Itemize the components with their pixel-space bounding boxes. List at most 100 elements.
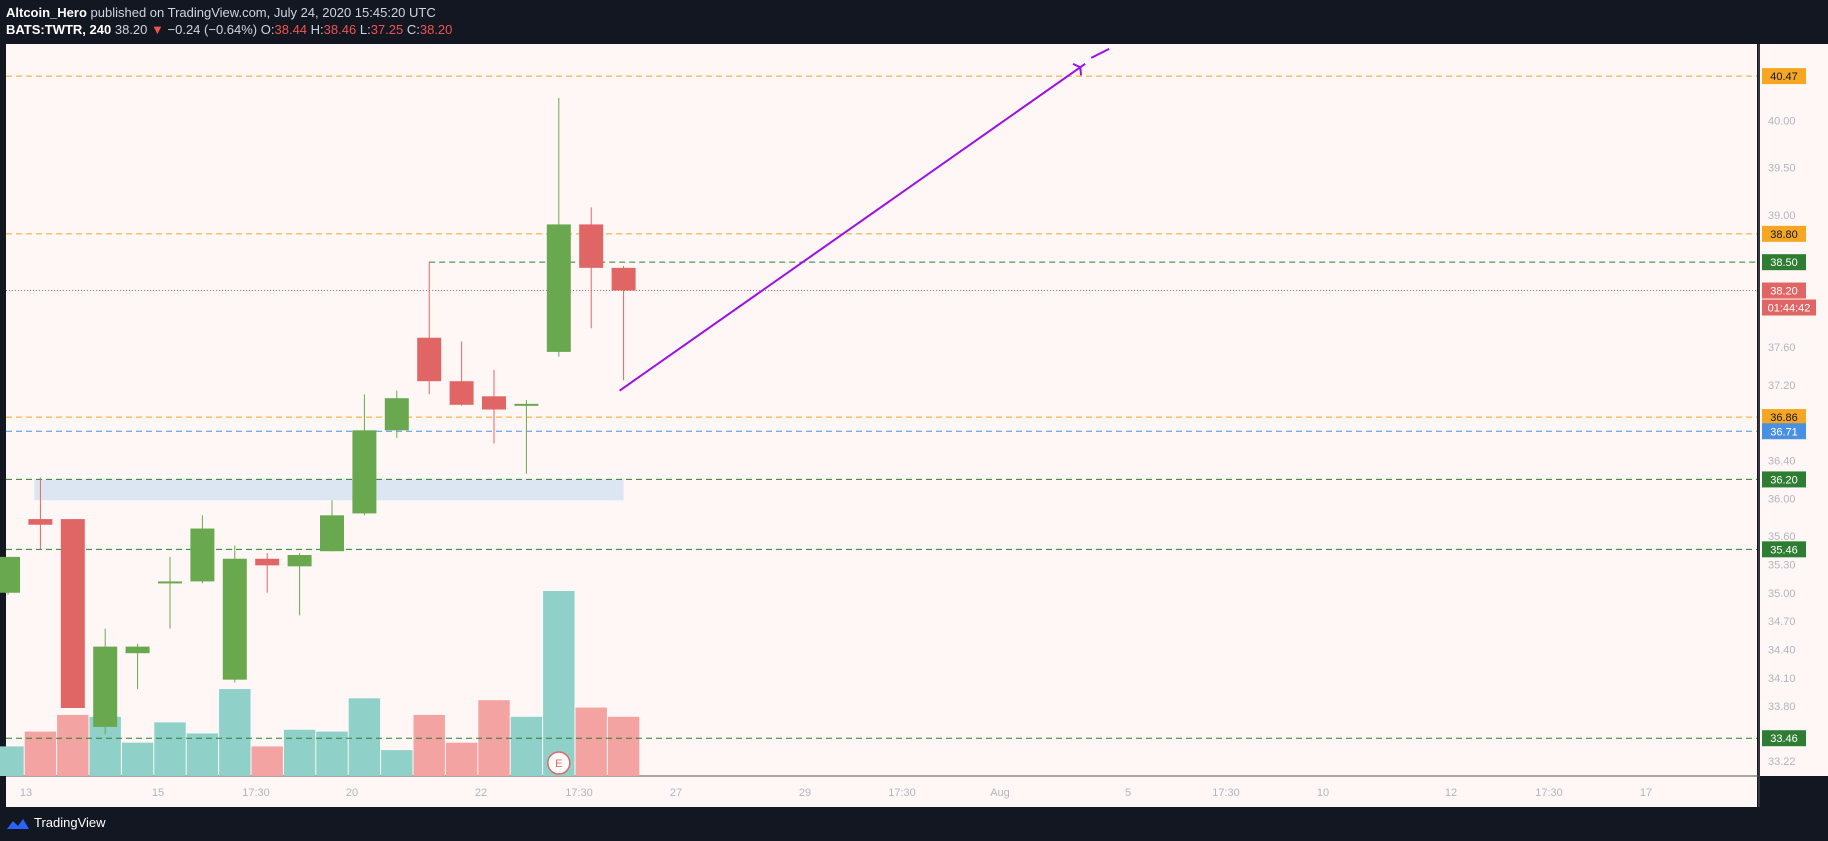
candle-body (222, 558, 247, 680)
countdown-label: 01:44:42 (1768, 303, 1811, 315)
time-tick-label: 17:30 (565, 787, 593, 799)
time-tick-label: 20 (346, 787, 358, 799)
candle-body (287, 554, 312, 567)
price-label-box (1762, 423, 1806, 440)
last-price-box (1762, 282, 1806, 299)
price-label-box (1762, 409, 1806, 426)
price-label: 40.47 (1770, 71, 1798, 83)
close-label: C: (406, 22, 420, 37)
volume-bar (24, 731, 57, 776)
earnings-marker-icon (547, 751, 571, 775)
price-tick-label: 37.20 (1768, 380, 1796, 392)
price-label: 38.80 (1770, 229, 1798, 241)
volume-bar (219, 689, 251, 776)
symbol-interval[interactable]: BATS:TWTR, 240 (6, 22, 112, 37)
price-label: 36.20 (1770, 474, 1798, 486)
time-tick-label: 22 (475, 787, 487, 799)
candle (0, 556, 20, 595)
high-label: H: (310, 22, 324, 37)
price-label: 33.46 (1770, 733, 1798, 745)
time-axis-background (6, 776, 1757, 807)
candle-body (255, 558, 280, 566)
time-tick-label: 12 (1445, 787, 1457, 799)
candle (417, 262, 442, 395)
time-tick-label: 5 (1125, 787, 1131, 799)
candle-body (158, 581, 182, 584)
open-value: 38.44 (274, 22, 308, 37)
candle (611, 265, 636, 381)
candle (28, 477, 53, 550)
time-tick-label: 17:30 (1535, 787, 1563, 799)
candle-body (93, 646, 118, 727)
candle-body (611, 267, 636, 291)
price-label: 36.86 (1770, 412, 1798, 424)
price-label: 36.71 (1770, 426, 1798, 438)
candle (482, 369, 506, 444)
time-tick-label: 27 (670, 787, 682, 799)
time-tick-label: 17:30 (242, 787, 270, 799)
support-zone (34, 479, 624, 501)
price-tick-label: 39.50 (1768, 163, 1796, 175)
arrow-head-icon (1072, 62, 1083, 76)
volume-bar (316, 731, 348, 776)
volume-bar (381, 750, 413, 776)
candle (158, 556, 182, 629)
candle-body (384, 398, 409, 431)
volume-bar (445, 742, 478, 776)
published-text: published on TradingView.com, July 24, 2… (90, 5, 436, 20)
arrow-extension (1090, 47, 1110, 59)
low-value: 37.25 (370, 22, 404, 37)
candle-body (190, 528, 215, 582)
plot-background (6, 44, 1757, 776)
volume-bar (510, 716, 543, 776)
price-chart[interactable]: E 40.00 39.50 39.00 37.60 37.20 36.40 36.00 35.6… (0, 44, 1828, 807)
publish-info: Altcoin_Hero published on TradingView.co… (6, 5, 436, 20)
time-tick-label: 15 (152, 787, 164, 799)
candle-body (449, 381, 474, 405)
price-tick-label: 35.00 (1768, 588, 1796, 600)
change-text: −0.24 (−0.64%) (167, 22, 258, 37)
chart-header: Altcoin_Hero published on TradingView.co… (0, 0, 1828, 44)
candle (222, 545, 247, 683)
candle (60, 519, 85, 708)
candle-body (546, 224, 571, 352)
candle (384, 390, 409, 438)
volume-bar (154, 722, 186, 776)
time-tick-label: Aug (990, 787, 1010, 799)
candle (579, 207, 604, 329)
price-tick-label: 36.00 (1768, 493, 1796, 505)
volume-bar (121, 742, 154, 776)
candle-body (0, 556, 20, 593)
volume-bar (0, 746, 24, 776)
candle (190, 515, 215, 584)
candle (287, 553, 312, 616)
price-tick-label: 39.00 (1768, 210, 1796, 222)
high-value: 38.46 (323, 22, 357, 37)
price-tick-label: 34.10 (1768, 673, 1796, 685)
countdown-box (1762, 299, 1816, 316)
time-tick-label: 29 (799, 787, 811, 799)
price-tick-label: 34.40 (1768, 644, 1796, 656)
price-label: 38.50 (1770, 257, 1798, 269)
candle-body (352, 430, 377, 514)
candle-body (28, 519, 53, 525)
candle (93, 628, 118, 735)
time-tick-label: 10 (1317, 787, 1329, 799)
candle-body (579, 224, 604, 268)
time-tick-label: 17:30 (888, 787, 916, 799)
volume-bar (186, 733, 219, 776)
price-tick-label: 37.60 (1768, 342, 1796, 354)
volume-bar (575, 707, 607, 776)
author-name[interactable]: Altcoin_Hero (6, 5, 87, 20)
price-label-box (1762, 471, 1806, 488)
earnings-marker-label: E (555, 758, 562, 770)
tradingview-logo-icon[interactable] (6, 817, 30, 831)
volume-bar (543, 591, 575, 776)
price-tick-label: 33.80 (1768, 701, 1796, 713)
candle-body (125, 646, 150, 654)
tradingview-brand[interactable]: TradingView (34, 815, 106, 830)
candle (255, 553, 280, 593)
price-tick-label: 36.40 (1768, 456, 1796, 468)
candle (352, 394, 377, 516)
time-tick-label: 17 (1640, 787, 1652, 799)
